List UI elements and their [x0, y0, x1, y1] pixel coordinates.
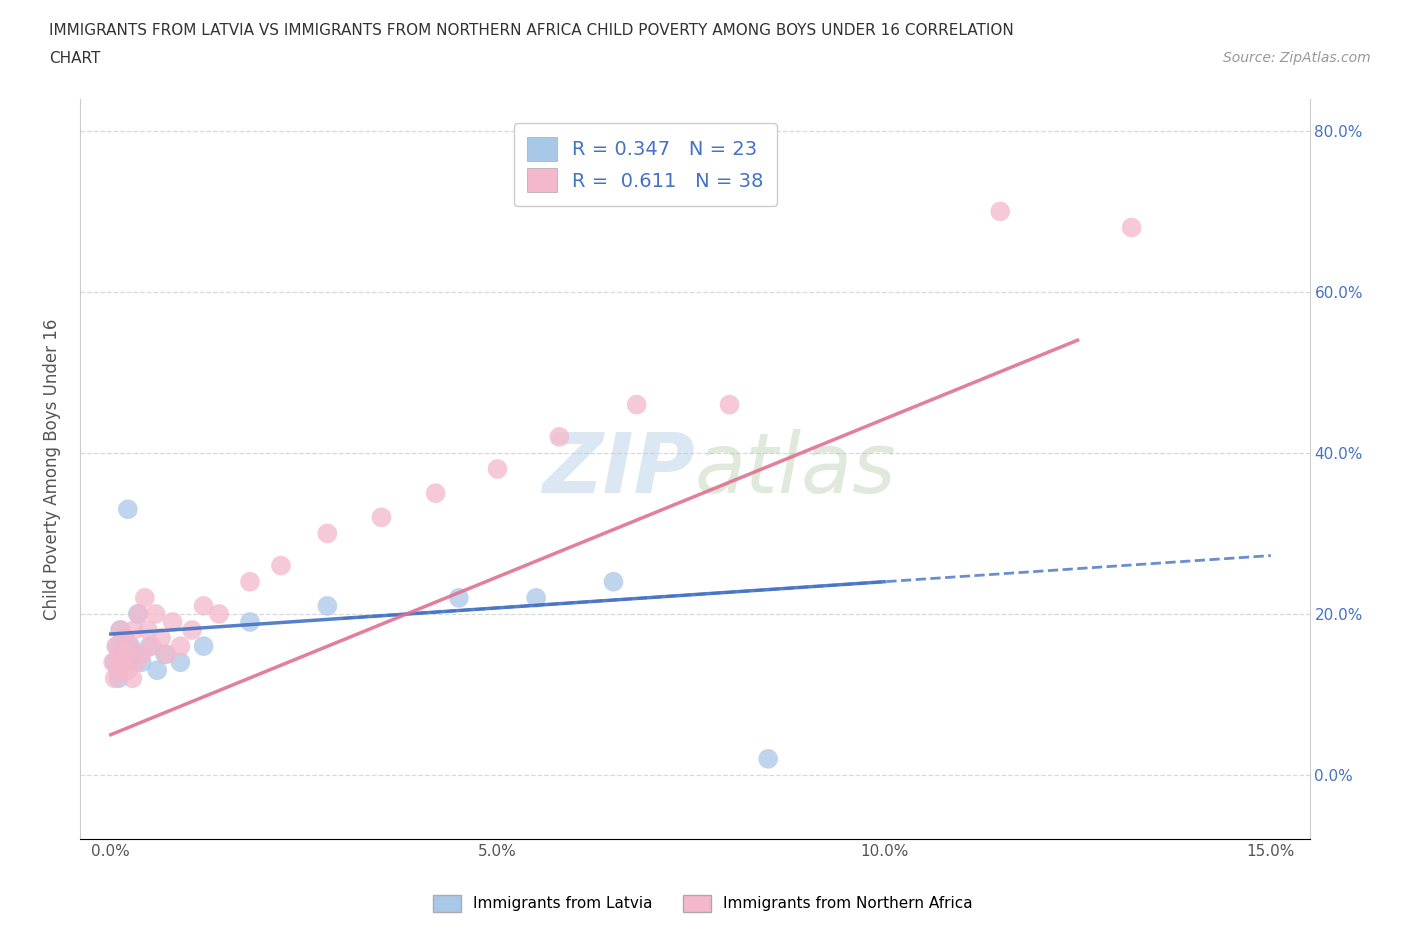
- Point: [208, 606, 231, 621]
- Point: [105, 639, 128, 654]
- Point: [155, 646, 177, 661]
- Point: [181, 622, 204, 637]
- Point: [112, 631, 135, 645]
- Point: [162, 615, 184, 630]
- Text: ZIP: ZIP: [543, 429, 695, 510]
- Point: [120, 639, 142, 654]
- Point: [756, 751, 779, 766]
- Point: [127, 606, 149, 621]
- Point: [107, 663, 129, 678]
- Legend: Immigrants from Latvia, Immigrants from Northern Africa: Immigrants from Latvia, Immigrants from …: [427, 889, 979, 918]
- Point: [110, 622, 132, 637]
- Text: atlas: atlas: [695, 429, 896, 510]
- Point: [115, 646, 138, 661]
- Point: [239, 575, 262, 590]
- Y-axis label: Child Poverty Among Boys Under 16: Child Poverty Among Boys Under 16: [44, 318, 60, 619]
- Point: [101, 655, 124, 670]
- Point: [108, 646, 131, 661]
- Point: [138, 639, 160, 654]
- Point: [718, 397, 741, 412]
- Point: [128, 606, 150, 621]
- Point: [486, 461, 509, 476]
- Point: [108, 622, 131, 637]
- Point: [425, 485, 447, 500]
- Point: [107, 671, 129, 685]
- Point: [120, 639, 142, 654]
- Point: [111, 646, 134, 661]
- Point: [104, 655, 127, 670]
- Point: [115, 655, 138, 670]
- Point: [193, 598, 215, 613]
- Point: [524, 591, 547, 605]
- Legend: R = 0.347   N = 23, R =  0.611   N = 38: R = 0.347 N = 23, R = 0.611 N = 38: [513, 124, 778, 206]
- Point: [131, 646, 153, 661]
- Text: IMMIGRANTS FROM LATVIA VS IMMIGRANTS FROM NORTHERN AFRICA CHILD POVERTY AMONG BO: IMMIGRANTS FROM LATVIA VS IMMIGRANTS FRO…: [49, 23, 1014, 38]
- Point: [988, 204, 1011, 219]
- Point: [134, 591, 156, 605]
- Point: [316, 526, 339, 541]
- Point: [131, 655, 153, 670]
- Point: [626, 397, 648, 412]
- Point: [111, 655, 134, 670]
- Point: [117, 663, 139, 678]
- Point: [104, 671, 127, 685]
- Point: [239, 615, 262, 630]
- Point: [121, 671, 143, 685]
- Point: [169, 655, 191, 670]
- Text: Source: ZipAtlas.com: Source: ZipAtlas.com: [1223, 51, 1371, 65]
- Point: [602, 575, 624, 590]
- Point: [153, 646, 176, 661]
- Point: [150, 631, 173, 645]
- Point: [117, 502, 139, 517]
- Point: [145, 606, 167, 621]
- Point: [125, 655, 148, 670]
- Point: [1121, 220, 1143, 235]
- Point: [105, 639, 128, 654]
- Point: [122, 622, 145, 637]
- Point: [136, 622, 159, 637]
- Text: CHART: CHART: [49, 51, 101, 66]
- Point: [193, 639, 215, 654]
- Point: [146, 663, 169, 678]
- Point: [114, 631, 136, 645]
- Point: [370, 510, 392, 525]
- Point: [447, 591, 470, 605]
- Point: [270, 558, 292, 573]
- Point: [548, 430, 571, 445]
- Point: [122, 646, 145, 661]
- Point: [141, 639, 163, 654]
- Point: [169, 639, 191, 654]
- Point: [316, 598, 339, 613]
